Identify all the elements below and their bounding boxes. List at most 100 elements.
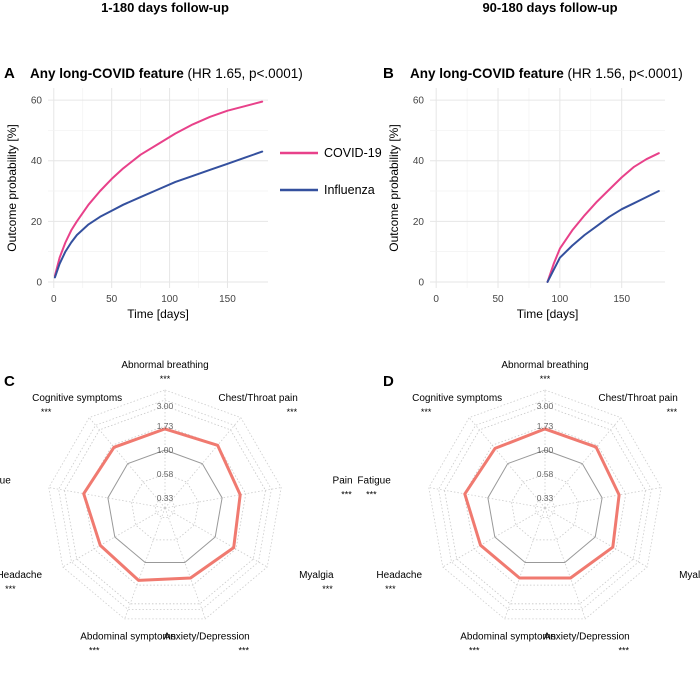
panel-b: B Any long-COVID feature (HR 1.56, p<.00… (383, 65, 683, 321)
panel-d-significance-label: *** (385, 584, 396, 594)
panel-c-radar: 3.00 1.73 1.00 0.58 0.33 Abnormal breathing **… (0, 360, 353, 656)
panel-c-significance-label: *** (89, 646, 100, 656)
panel-b-ytick-label: 60 (413, 96, 425, 107)
panel-c-significance-label: *** (160, 374, 171, 384)
panel-d-outer-ring (438, 399, 652, 610)
panel-d-radar: 3.00 1.73 1.00 0.58 0.33 Abnormal breathing **… (357, 360, 700, 656)
panel-c-axis-label: Abnormal breathing (121, 360, 208, 371)
panel-d-axis-label: Abnormal breathing (501, 360, 588, 371)
panel-c-letter: C (4, 373, 15, 390)
panel-d-axis-label: Anxiety/Depression (544, 632, 630, 643)
panel-d-ring-label: 3.00 (537, 401, 554, 411)
panel-d-significance-label: *** (421, 407, 432, 417)
panel-d-significance-label: *** (618, 646, 629, 656)
panel-c-spoke (124, 507, 166, 620)
panel-d-significance-label: *** (469, 646, 480, 656)
panel-a-xtick-label: 50 (106, 294, 118, 305)
panel-c-grid-ring (107, 449, 223, 563)
panel-b-xlabel: Time [days] (517, 307, 579, 321)
panel-a-xlabel: Time [days] (127, 307, 189, 321)
panel-b-series-line-influenza (546, 190, 660, 283)
panel-d-ring-label: 1.00 (537, 445, 554, 455)
panel-d-ring-label: 0.58 (537, 469, 554, 479)
panel-c-spoke (164, 417, 242, 509)
panel-c-ring-label: 3.00 (157, 401, 174, 411)
panel-d-spoke (544, 507, 586, 620)
panel-d-spoke (544, 487, 662, 509)
panel-c-spoke (88, 417, 166, 509)
panel-d-grid-ring (487, 449, 603, 563)
panel-b-letter: B (383, 65, 394, 82)
panel-c-significance-label: *** (287, 407, 298, 417)
panel-d-grid-ring (444, 405, 646, 605)
legend-influenza-label: Influenza (324, 183, 375, 197)
panel-d-significance-label: *** (366, 490, 377, 500)
panel-c-spoke (48, 487, 166, 509)
panel-c-axis-label: Headache (0, 570, 42, 581)
panel-c-spoke (164, 507, 206, 620)
panel-b-xtick-label: 0 (433, 294, 439, 305)
panel-a-ytick-label: 20 (31, 217, 43, 228)
panel-d-spoke (468, 417, 546, 509)
panel-c-axis-label: Anxiety/Depression (164, 632, 250, 643)
panel-c-spoke (62, 507, 166, 568)
panel-b-ytick-label: 0 (418, 277, 424, 288)
panel-b-xtick-label: 100 (552, 294, 569, 305)
panel-a-series-line-covid (53, 100, 264, 277)
panel-d-axis-label: Cognitive symptoms (412, 393, 502, 404)
panel-a-xtick-label: 100 (161, 294, 178, 305)
panel-a-ytick-label: 0 (36, 277, 42, 288)
panel-d-spoke (504, 507, 546, 620)
panel-b-plot: 0 50 100 150 0 20 40 60 Time [days] Outcome proba… (387, 88, 665, 321)
panel-d-significance-label: *** (540, 374, 551, 384)
panel-d: D 3.00 1.73 1.00 0.58 0.33 Abnormal breathing… (357, 360, 700, 656)
panel-a-series-line-influenza (53, 150, 264, 279)
left-column-title: 1-180 days follow-up (101, 0, 229, 15)
panel-c-axis-label: Chest/Throat pain (218, 393, 298, 404)
panel-c-data-polygon (82, 427, 242, 582)
panel-d-spoke (428, 487, 546, 509)
panel-a-title-bold: Any long-COVID feature (30, 66, 184, 81)
panel-b-ytick-label: 20 (413, 217, 425, 228)
panel-c-significance-label: *** (41, 407, 52, 417)
panel-b-title-rest: (HR 1.56, p<.0001) (564, 66, 683, 81)
panel-d-significance-label: *** (667, 407, 678, 417)
panel-d-spoke (544, 507, 648, 568)
panel-c-significance-label: *** (341, 490, 352, 500)
panel-c-significance-label: *** (5, 584, 16, 594)
panel-c-spoke (164, 487, 282, 509)
panel-c-axis-label: Abdominal symptoms (80, 632, 176, 643)
panel-d-ring-label: 0.33 (537, 493, 554, 503)
panel-a-xtick-label: 150 (219, 294, 236, 305)
panel-d-letter: D (383, 373, 394, 390)
panel-b-title: Any long-COVID feature (HR 1.56, p<.0001… (410, 66, 683, 81)
panel-d-data-polygon (463, 427, 621, 580)
panel-c-ring-label: 1.73 (157, 421, 174, 431)
panel-b-ytick-label: 40 (413, 156, 425, 167)
panel-c-ring-label: 0.58 (157, 469, 174, 479)
panel-a: A Any long-COVID feature (HR 1.65, p<.00… (4, 65, 303, 321)
panel-d-grid-ring (463, 425, 627, 586)
panel-a-plot: 0 50 100 150 0 20 40 60 Time [days] Outcome proba… (5, 88, 268, 321)
panel-d-axis-label: Abdominal symptoms (460, 632, 556, 643)
panel-d-axis-label: Chest/Throat pain (598, 393, 678, 404)
legend: COVID-19 Influenza (280, 146, 382, 197)
panel-b-series-line-covid (546, 152, 660, 283)
panel-b-title-bold: Any long-COVID feature (410, 66, 564, 81)
panel-d-axis-label: Myalgia (679, 570, 700, 581)
panel-a-title: Any long-COVID feature (HR 1.65, p<.0001… (30, 66, 303, 81)
panel-d-ring-label: 1.73 (537, 421, 554, 431)
panel-c-axis-label: Myalgia (299, 570, 334, 581)
panel-b-xtick-label: 150 (613, 294, 630, 305)
panel-b-xtick-label: 50 (492, 294, 504, 305)
panel-c: C 3.00 1.73 1.00 0.58 0.33 Abnormal breathing… (0, 360, 353, 656)
panel-c-grid-ring (64, 405, 266, 605)
panel-c-ring-label: 1.00 (157, 445, 174, 455)
panel-a-title-rest: (HR 1.65, p<.0001) (184, 66, 303, 81)
legend-covid-label: COVID-19 (324, 146, 382, 160)
panel-a-letter: A (4, 65, 15, 82)
panel-a-ylabel: Outcome probability [%] (5, 124, 19, 251)
panel-c-axis-label: Cognitive symptoms (32, 393, 122, 404)
panel-c-axis-label: Fatigue (0, 476, 11, 487)
